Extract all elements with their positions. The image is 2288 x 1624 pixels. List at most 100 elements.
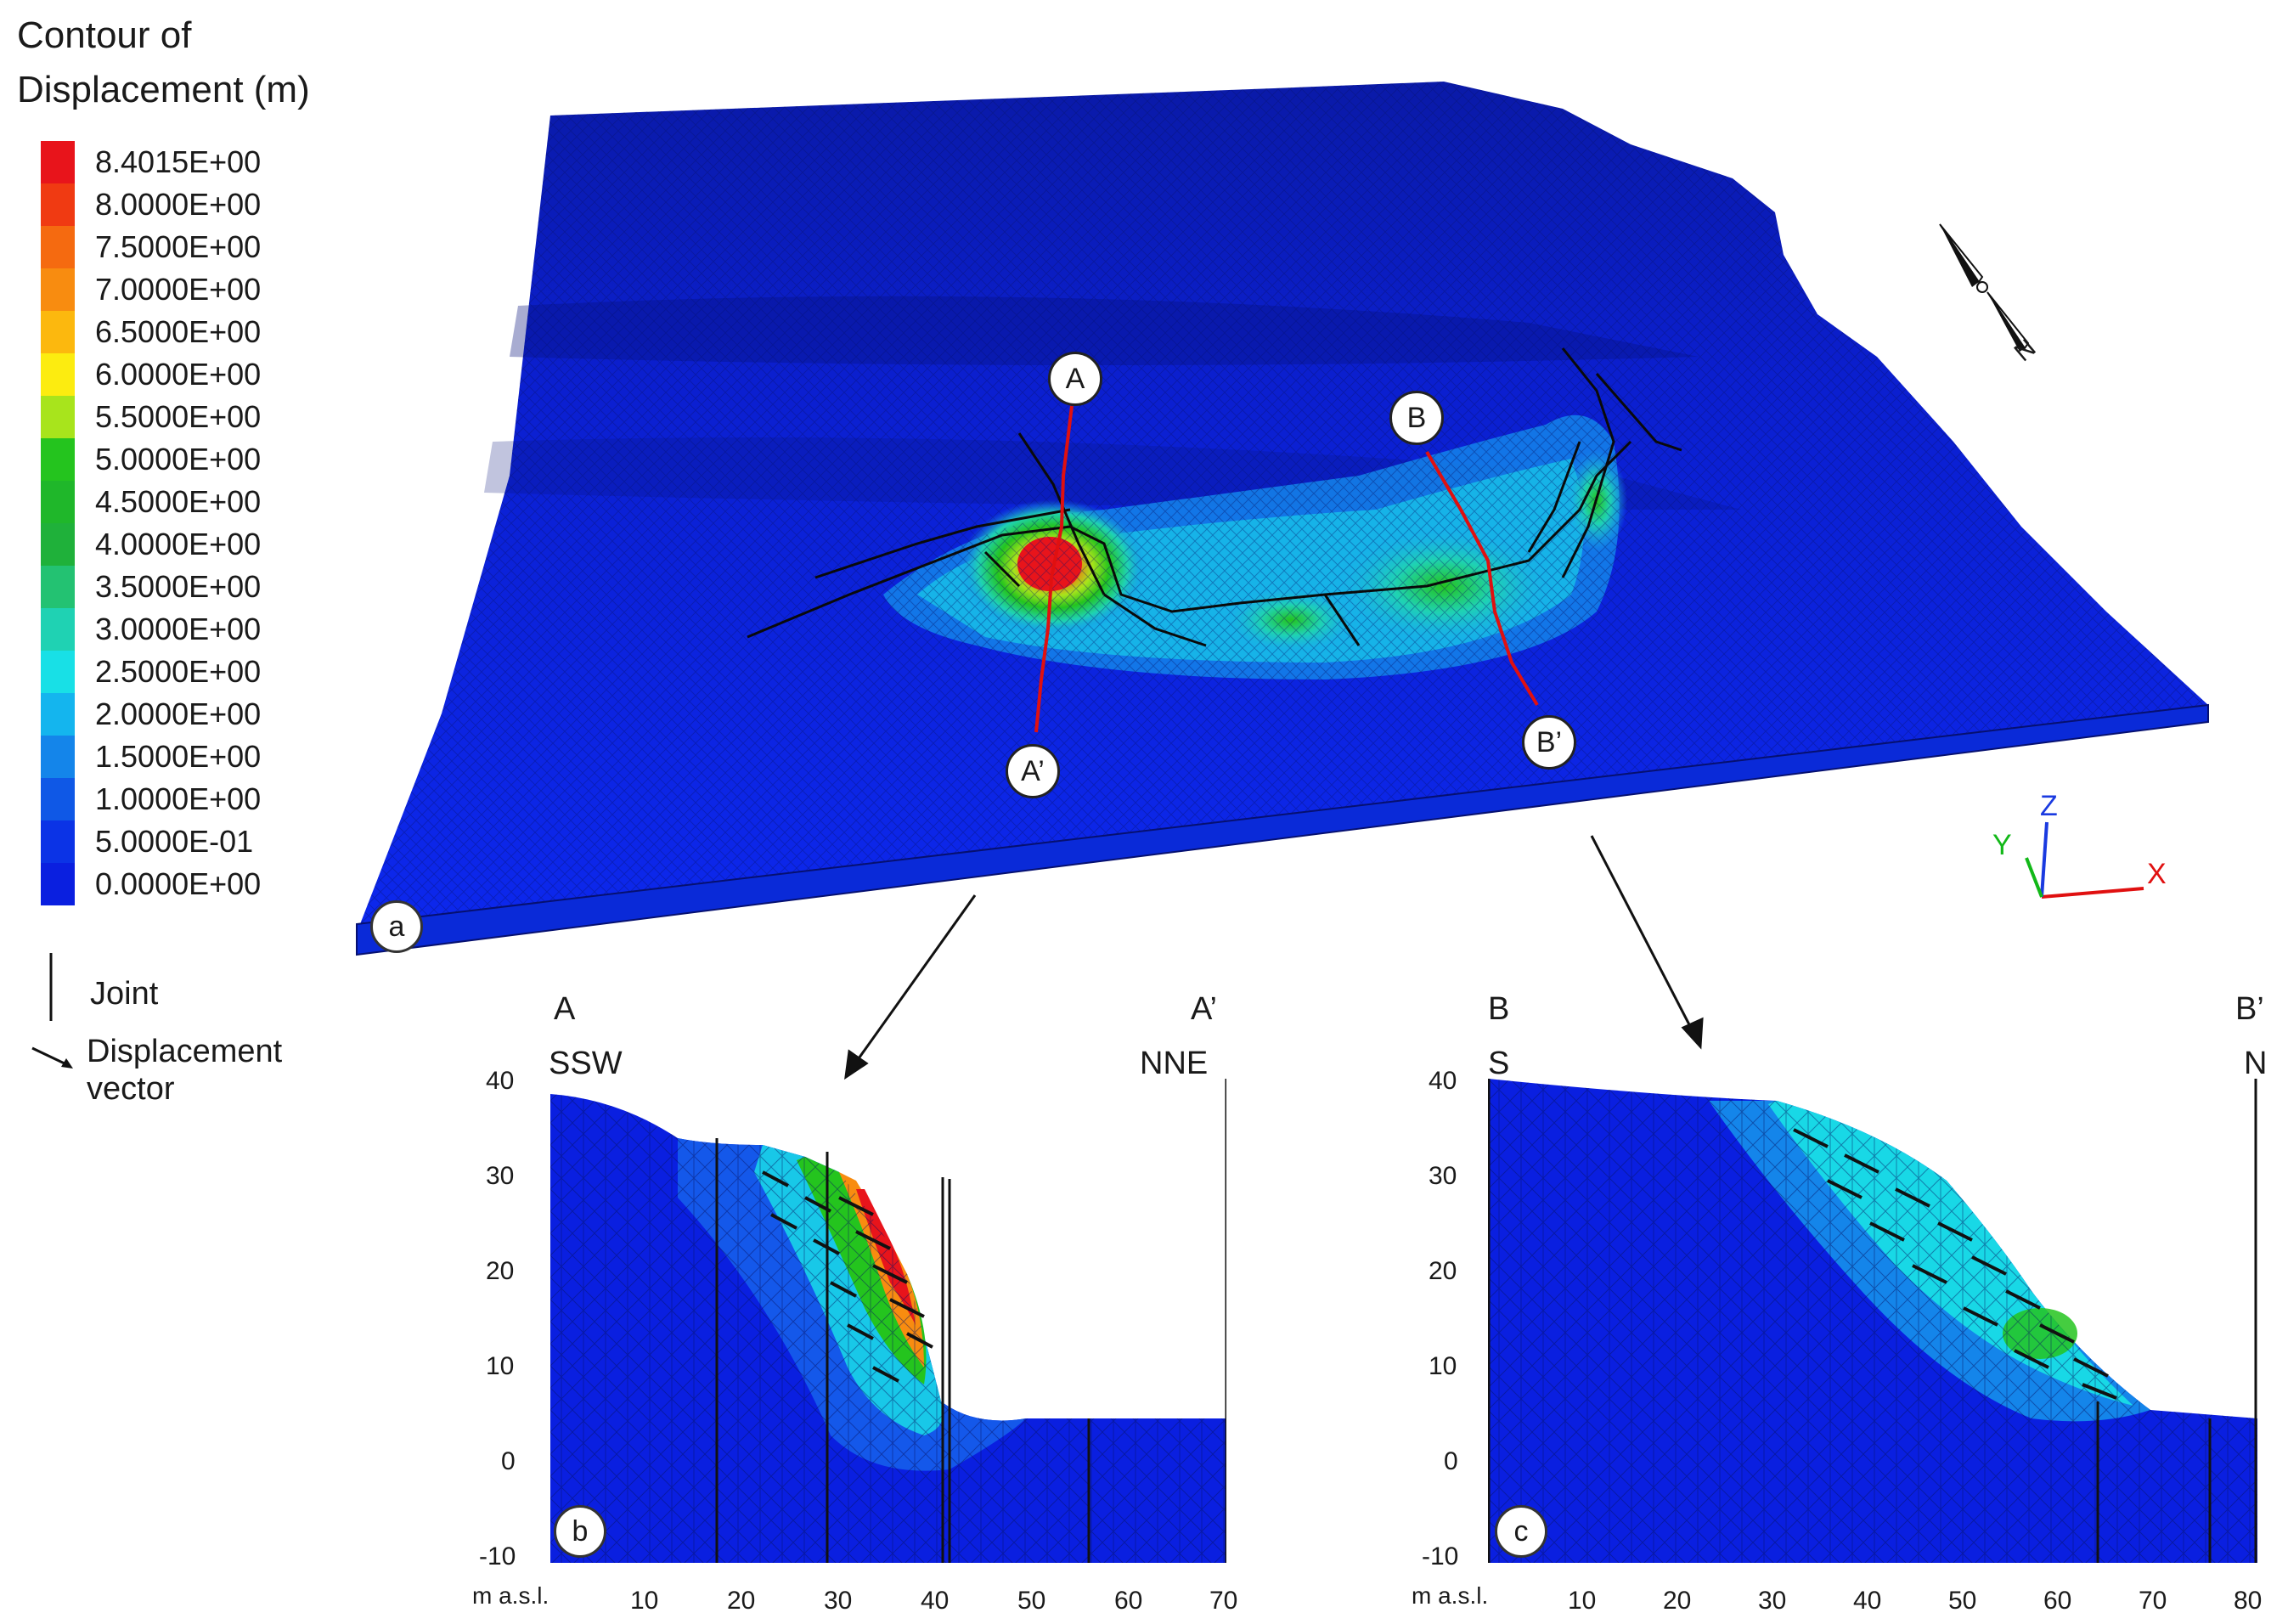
section-c-xtick: 10 (1568, 1587, 1597, 1615)
section-c-ytick: 30 (1429, 1162, 1457, 1190)
terrain-surface (356, 82, 2209, 956)
axis-x-label: X (2147, 858, 2167, 890)
colorbar-level-label: 2.0000E+00 (95, 696, 262, 731)
section-b-vectors (762, 1170, 933, 1383)
colorbar-level-label: 5.5000E+00 (95, 399, 262, 434)
colorbar-level-label: 8.4015E+00 (95, 144, 262, 179)
section-c-ytick: 20 (1429, 1257, 1457, 1285)
legend-title-line1: Contour of (17, 14, 192, 56)
section-b-xtick: 10 (630, 1587, 659, 1615)
panel-a-badge: a (370, 900, 423, 953)
section-c-y-unit: m a.s.l. (1412, 1582, 1489, 1609)
colorbar-level-label: 2.5000E+00 (95, 654, 262, 689)
section-c-right-name: B’ (2235, 991, 2264, 1027)
marker-a-prime: A’ (1006, 744, 1060, 798)
section-c-left-name: B (1488, 991, 1510, 1027)
section-line-aa (1034, 405, 1074, 733)
section-line-bb (1425, 450, 1539, 707)
section-c-left-dir: S (1488, 1046, 1510, 1081)
section-c-ytick: 40 (1429, 1067, 1457, 1095)
colorbar-level-label: 3.0000E+00 (95, 612, 262, 646)
section-b-right-name: A’ (1191, 991, 1217, 1027)
section-b-plot (550, 1079, 1226, 1563)
colorbar-swatch (41, 566, 75, 609)
vector-legend-line1: Displacement (87, 1034, 283, 1069)
section-c-xtick: 60 (2043, 1587, 2072, 1615)
marker-b-prime: B’ (1522, 715, 1576, 770)
axis-z-label: Z (2040, 790, 2058, 822)
section-b-y-unit: m a.s.l. (472, 1582, 549, 1609)
section-b-ytick: 40 (486, 1067, 515, 1095)
section-b-xtick: 70 (1209, 1587, 1238, 1615)
colorbar-level-label: 0.0000E+00 (95, 866, 262, 901)
colorbar-swatch (41, 141, 75, 184)
colorbar-level-label: 4.5000E+00 (95, 484, 262, 519)
joint-legend-label: Joint (90, 976, 159, 1012)
colorbar-swatch (41, 226, 75, 269)
colorbar-level-label: 5.0000E+00 (95, 442, 262, 476)
section-b-xtick: 30 (824, 1587, 853, 1615)
colorbar-swatch (41, 651, 75, 694)
axis-triad (2025, 821, 2144, 899)
north-arrow (1939, 223, 2030, 352)
section-b-xtick: 50 (1017, 1587, 1046, 1615)
colorbar-swatch (41, 438, 75, 482)
colorbar-swatch (41, 523, 75, 567)
section-c-xtick: 80 (2234, 1587, 2263, 1615)
colorbar-swatch (41, 481, 75, 524)
section-b-left-dir: SSW (549, 1046, 623, 1081)
section-c-right-dir: N (2244, 1046, 2268, 1081)
section-c-xtick: 70 (2139, 1587, 2167, 1615)
colorbar-swatch (41, 268, 75, 312)
colorbar-swatch (41, 396, 75, 439)
section-c-plot (1488, 1079, 2257, 1563)
panel-b-badge: b (554, 1505, 606, 1558)
vector-legend-label: Displacement vector (87, 1033, 282, 1108)
colorbar-swatch (41, 778, 75, 821)
marker-a: A (1048, 352, 1102, 406)
colorbar-swatch (41, 693, 75, 736)
axis-y-label: Y (1992, 829, 2012, 861)
colorbar-level-label: 8.0000E+00 (95, 187, 262, 222)
colorbar-swatch (41, 353, 75, 397)
joint-legend-icon (49, 953, 53, 1021)
section-c-xtick: 30 (1758, 1587, 1787, 1615)
section-b-ytick: -10 (479, 1542, 516, 1570)
panel-c-badge: c (1495, 1505, 1547, 1558)
colorbar-level-label: 1.0000E+00 (95, 781, 262, 816)
section-c-xtick: 40 (1853, 1587, 1882, 1615)
section-c-vectors (1793, 1128, 2117, 1400)
colorbar-level-label: 6.0000E+00 (95, 357, 262, 392)
section-c-xtick: 20 (1663, 1587, 1692, 1615)
colorbar-swatch (41, 820, 75, 864)
colorbar-level-label: 4.0000E+00 (95, 527, 262, 561)
section-c-ytick: 10 (1429, 1352, 1457, 1380)
section-b-ytick: 10 (486, 1352, 515, 1380)
colorbar (41, 141, 75, 905)
section-lines (1034, 405, 1539, 733)
colorbar-level-label: 7.5000E+00 (95, 229, 262, 264)
joint-lines-3d (747, 347, 1682, 647)
section-b-joints (715, 1079, 1226, 1563)
colorbar-level-label: 1.5000E+00 (95, 739, 262, 774)
marker-b: B (1389, 391, 1444, 445)
section-c-joints (1488, 1079, 2257, 1563)
section-b-xtick: 60 (1114, 1587, 1143, 1615)
section-c-ytick: 0 (1444, 1447, 1458, 1475)
colorbar-swatch (41, 311, 75, 354)
colorbar-level-label: 3.5000E+00 (95, 569, 262, 604)
section-b-xtick: 40 (921, 1587, 950, 1615)
section-b-right-dir: NNE (1140, 1046, 1209, 1081)
section-b-ytick: 20 (486, 1257, 515, 1285)
colorbar-swatch (41, 736, 75, 779)
legend-title: Contour of Displacement (m) (17, 8, 310, 117)
colorbar-swatch (41, 863, 75, 905)
legend-title-line2: Displacement (m) (17, 69, 310, 110)
colorbar-swatch (41, 183, 75, 227)
vector-legend-icon (31, 1046, 73, 1069)
vector-legend-line2: vector (87, 1071, 175, 1107)
section-c-xtick: 50 (1948, 1587, 1977, 1615)
section-b-ytick: 30 (486, 1162, 515, 1190)
colorbar-level-label: 5.0000E-01 (95, 824, 254, 859)
callout-arrows (844, 835, 1704, 1080)
